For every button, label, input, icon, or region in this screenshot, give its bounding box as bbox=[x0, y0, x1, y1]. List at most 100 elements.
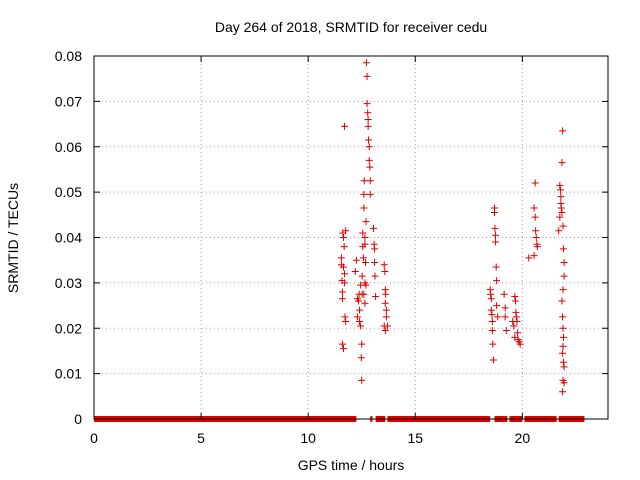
data-point bbox=[366, 190, 374, 198]
data-point bbox=[558, 209, 566, 217]
data-point bbox=[559, 127, 567, 135]
data-point bbox=[531, 179, 539, 187]
data-point bbox=[559, 342, 567, 350]
y-tick-label: 0.03 bbox=[55, 275, 82, 291]
data-point bbox=[352, 256, 360, 264]
data-point bbox=[501, 304, 509, 312]
x-tick-label: 5 bbox=[197, 430, 205, 446]
x-tick-label: 10 bbox=[300, 430, 316, 446]
data-point bbox=[487, 295, 495, 303]
data-point bbox=[487, 306, 495, 314]
data-point bbox=[358, 340, 366, 348]
data-point bbox=[559, 245, 567, 253]
x-tick-label: 15 bbox=[407, 430, 423, 446]
data-point bbox=[382, 313, 390, 321]
data-point bbox=[371, 272, 379, 280]
data-point bbox=[356, 317, 364, 325]
axis-ticks: 0 5 10 15 20 0 0.01 0.02 0.03 0.04 0.05 0.06 0.07 0.0… bbox=[55, 48, 608, 446]
data-point bbox=[530, 204, 538, 212]
data-point bbox=[353, 313, 361, 321]
data-point bbox=[358, 272, 366, 280]
data-point bbox=[560, 258, 568, 266]
data-point bbox=[560, 379, 568, 387]
data-point bbox=[361, 240, 369, 248]
data-point bbox=[559, 358, 567, 366]
data-point bbox=[530, 252, 538, 260]
data-point bbox=[510, 322, 518, 330]
data-point bbox=[337, 254, 345, 262]
data-point bbox=[363, 100, 371, 108]
data-point bbox=[360, 290, 368, 298]
data-point bbox=[489, 356, 497, 364]
data-point bbox=[492, 238, 500, 246]
data-point bbox=[358, 376, 366, 384]
data-point bbox=[556, 181, 564, 189]
data-point bbox=[362, 258, 370, 266]
data-point bbox=[559, 388, 567, 396]
data-point bbox=[493, 302, 501, 310]
data-point bbox=[557, 199, 565, 207]
data-point bbox=[559, 349, 567, 357]
data-point bbox=[360, 177, 368, 185]
data-point bbox=[492, 231, 500, 239]
data-point bbox=[372, 292, 380, 300]
data-point bbox=[488, 317, 496, 325]
data-point bbox=[371, 245, 379, 253]
x-tick-label: 0 bbox=[90, 430, 98, 446]
data-point bbox=[338, 288, 346, 296]
data-point bbox=[365, 156, 373, 164]
x-axis-label: GPS time / hours bbox=[298, 457, 405, 473]
y-tick-label: 0 bbox=[74, 411, 82, 427]
data-point bbox=[365, 143, 373, 151]
data-point bbox=[341, 313, 349, 321]
y-axis-label: SRMTID / TECUs bbox=[5, 183, 21, 293]
data-point bbox=[366, 177, 374, 185]
data-point bbox=[511, 297, 519, 305]
data-point bbox=[361, 234, 369, 241]
data-point bbox=[488, 327, 496, 335]
data-point bbox=[559, 324, 567, 332]
data-point bbox=[490, 209, 498, 217]
data-point bbox=[362, 281, 370, 289]
data-point bbox=[512, 313, 520, 321]
data-point bbox=[492, 263, 500, 271]
data-point bbox=[382, 290, 390, 298]
data-point bbox=[341, 122, 349, 130]
data-point bbox=[371, 258, 379, 266]
data-point bbox=[360, 204, 368, 212]
data-point bbox=[513, 317, 521, 325]
data-point bbox=[558, 297, 566, 305]
data-point bbox=[351, 268, 359, 276]
data-point bbox=[533, 243, 541, 251]
data-points bbox=[337, 59, 568, 396]
data-point bbox=[556, 186, 564, 194]
data-point bbox=[360, 190, 368, 198]
y-tick-label: 0.04 bbox=[55, 230, 82, 246]
data-point bbox=[359, 254, 367, 262]
data-point bbox=[383, 322, 391, 330]
data-point bbox=[487, 290, 495, 298]
data-point bbox=[560, 272, 568, 280]
data-point bbox=[381, 327, 389, 335]
data-point bbox=[488, 311, 496, 319]
y-tick-label: 0.02 bbox=[55, 320, 82, 336]
data-point bbox=[341, 270, 349, 278]
data-point bbox=[357, 354, 365, 362]
data-point bbox=[340, 243, 348, 251]
y-tick-label: 0.08 bbox=[55, 48, 82, 64]
data-point bbox=[340, 263, 348, 271]
y-tick-label: 0.06 bbox=[55, 139, 82, 155]
data-point bbox=[511, 292, 519, 300]
data-point bbox=[342, 227, 350, 235]
x-tick-label: 20 bbox=[515, 430, 531, 446]
chart-title: Day 264 of 2018, SRMTID for receiver ced… bbox=[215, 19, 487, 35]
data-point bbox=[364, 109, 372, 117]
data-point bbox=[354, 297, 362, 305]
data-point bbox=[511, 333, 519, 341]
data-point bbox=[491, 224, 499, 232]
data-point bbox=[514, 329, 522, 337]
data-point bbox=[364, 122, 372, 130]
data-point bbox=[338, 295, 346, 303]
data-point bbox=[369, 224, 377, 232]
